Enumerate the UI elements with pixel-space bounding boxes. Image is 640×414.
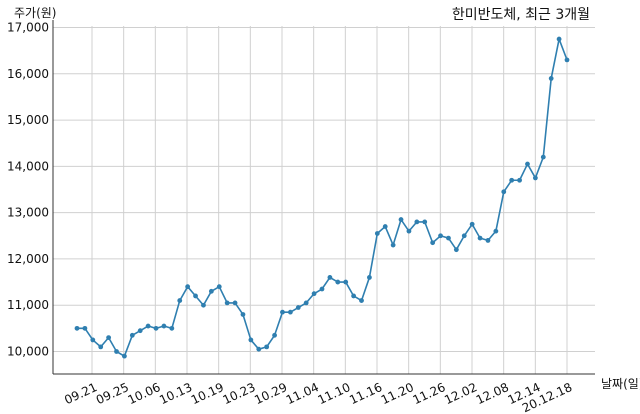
data-point [98, 344, 104, 350]
data-point [122, 353, 127, 359]
grid [53, 26, 595, 374]
y-tick-label: 16,000 [7, 67, 49, 81]
data-point [311, 291, 317, 297]
data-point [216, 284, 222, 290]
y-tick-label: 15,000 [7, 113, 49, 127]
data-point [359, 298, 364, 303]
data-point [367, 275, 372, 280]
data-point [556, 36, 562, 42]
data-point [153, 325, 159, 331]
data-point [287, 309, 293, 315]
data-point [532, 175, 538, 181]
data-point [177, 298, 183, 303]
data-point [374, 231, 380, 236]
data-point [248, 337, 254, 343]
data-point [525, 161, 530, 167]
data-point [201, 302, 206, 308]
data-point [446, 235, 451, 241]
data-point [295, 305, 301, 310]
data-point [106, 335, 112, 341]
data-point [382, 224, 388, 229]
data-point [232, 300, 238, 306]
data-point [114, 349, 119, 354]
chart-title: 한미반도체, 최근 3개월 [452, 7, 590, 23]
data-point [398, 217, 404, 222]
y-tick-label: 17,000 [7, 21, 49, 35]
data-point [161, 323, 167, 329]
y-tick-label: 12,000 [7, 252, 49, 266]
data-point [145, 323, 151, 329]
data-point [461, 233, 467, 239]
series-line [76, 38, 568, 357]
data-point [74, 325, 80, 331]
y-tick-label: 13,000 [7, 206, 49, 220]
y-tick-label: 10,000 [7, 345, 49, 359]
data-point [517, 177, 522, 183]
data-point [272, 332, 277, 338]
data-point [430, 240, 436, 246]
data-point [438, 233, 443, 239]
data-point [335, 279, 341, 285]
data-point [193, 293, 198, 299]
data-point [327, 275, 333, 280]
data-point [564, 57, 570, 63]
data-point [351, 293, 357, 299]
data-point [540, 154, 546, 160]
y-tick-label: 11,000 [7, 298, 49, 312]
x-axis-title: 날짜(일) [601, 377, 640, 391]
data-point [129, 332, 135, 338]
data-point [256, 346, 262, 352]
data-point [280, 309, 285, 315]
data-point [185, 284, 191, 290]
data-point [240, 312, 246, 317]
data-point [501, 189, 507, 195]
data-point [319, 286, 325, 292]
data-point [208, 288, 214, 294]
data-point [343, 279, 349, 285]
data-point [509, 177, 515, 183]
data-point [303, 300, 309, 306]
data-point [548, 76, 554, 81]
y-axis-title: 주가(원) [14, 6, 56, 20]
data-point [477, 235, 483, 241]
y-tick-label: 14,000 [7, 159, 49, 173]
data-point [485, 238, 491, 243]
data-point [390, 242, 396, 248]
data-point [137, 328, 143, 334]
data-point [90, 337, 96, 343]
data-point [224, 300, 230, 306]
data-point [469, 221, 475, 227]
data-point [422, 219, 428, 225]
data-point [414, 219, 420, 225]
data-point [406, 228, 412, 234]
data-point [169, 325, 175, 331]
data-point [453, 247, 459, 253]
data-point [264, 344, 270, 350]
data-point [493, 228, 499, 234]
data-point [82, 325, 88, 331]
